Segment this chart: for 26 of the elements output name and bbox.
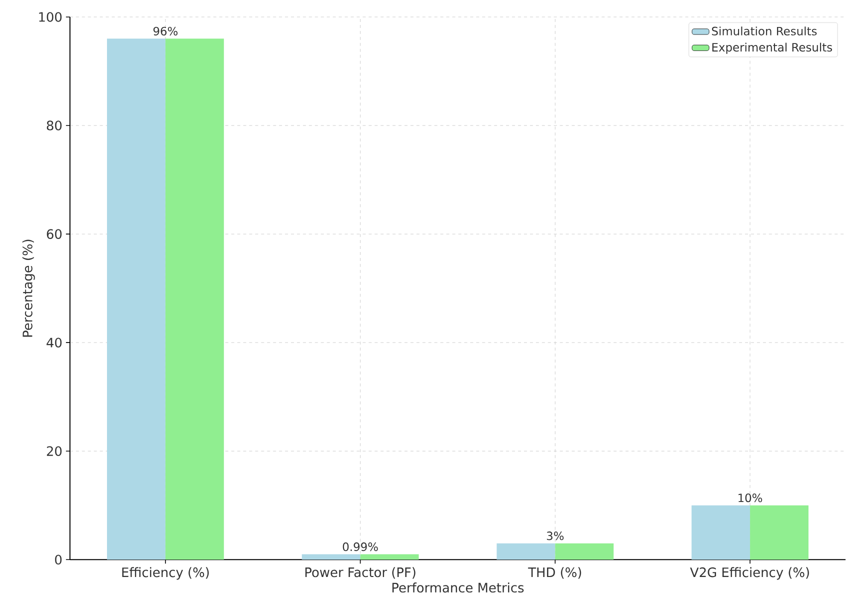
bar <box>165 38 224 560</box>
x-tick-label: Power Factor (PF) <box>305 567 416 579</box>
bar <box>692 506 750 560</box>
data-label: 0.99% <box>342 542 378 552</box>
x-tick-label: Efficiency (%) <box>122 567 209 580</box>
data-label: 3% <box>546 532 564 540</box>
bar <box>106 38 166 560</box>
y-tick-label: 0 <box>55 554 62 565</box>
bar <box>360 554 419 560</box>
bar <box>750 506 808 560</box>
y-tick-label: 60 <box>46 229 62 240</box>
bar <box>302 554 360 560</box>
legend-label: Experimental Results <box>712 42 832 54</box>
y-tick-label: 80 <box>46 120 62 131</box>
x-tick-label: V2G Efficiency (%) <box>690 567 809 580</box>
x-axis-title: Performance Metrics <box>392 582 524 593</box>
y-axis-title: Percentage (%) <box>22 240 35 337</box>
legend-label: Simulation Results <box>712 26 817 36</box>
y-tick-label: 40 <box>46 338 62 348</box>
y-tick-label: 100 <box>39 12 62 22</box>
bar <box>496 544 556 560</box>
data-label: 10% <box>738 494 762 502</box>
bar <box>555 544 614 560</box>
x-tick-label: THD (%) <box>528 567 582 579</box>
y-tick-label: 20 <box>46 446 62 456</box>
data-label: 96% <box>153 27 178 36</box>
